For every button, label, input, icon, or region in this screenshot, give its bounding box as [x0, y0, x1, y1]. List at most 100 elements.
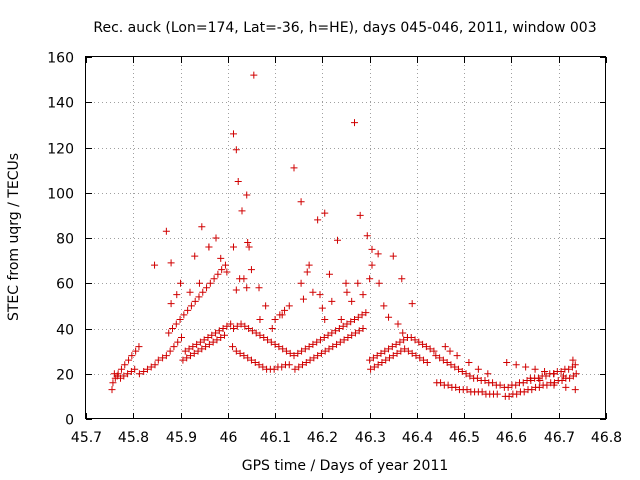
data-point [522, 363, 530, 371]
data-point [151, 361, 159, 369]
data-point [526, 374, 534, 382]
data-point [528, 386, 536, 394]
data-point [120, 372, 128, 380]
data-point [234, 177, 242, 185]
data-point [329, 343, 337, 351]
data-point [375, 279, 383, 287]
data-point [439, 356, 447, 364]
data-point [447, 361, 455, 369]
x-axis-title: GPS time / Days of year 2011 [242, 458, 449, 474]
data-point [132, 347, 140, 355]
data-point [285, 361, 293, 369]
data-point [343, 320, 351, 328]
data-point [503, 358, 511, 366]
data-point [131, 365, 139, 373]
data-point [401, 345, 409, 353]
data-point [255, 284, 263, 292]
data-point [229, 343, 237, 351]
data-point [190, 349, 198, 357]
data-point [403, 334, 411, 342]
data-point [140, 367, 148, 375]
data-point [252, 329, 260, 337]
data-point [373, 352, 381, 360]
data-point [227, 320, 235, 328]
data-point [271, 340, 279, 348]
data-point [194, 347, 202, 355]
data-point [443, 358, 451, 366]
data-point [380, 302, 388, 310]
data-point [463, 386, 471, 394]
data-point [513, 390, 521, 398]
data-point [203, 284, 211, 292]
data-point [183, 354, 191, 362]
data-point [214, 270, 222, 278]
data-point [336, 338, 344, 346]
data-point [232, 286, 240, 294]
data-point [314, 352, 322, 360]
data-point [281, 306, 289, 314]
data-point [332, 327, 340, 335]
data-point [415, 338, 423, 346]
data-point [446, 347, 454, 355]
data-point [199, 288, 207, 296]
data-point [174, 338, 182, 346]
data-point [416, 354, 424, 362]
data-point [135, 370, 143, 378]
data-point [232, 347, 240, 355]
data-point [209, 338, 217, 346]
data-point [159, 354, 167, 362]
data-point [255, 361, 263, 369]
data-point [290, 352, 298, 360]
data-point [377, 349, 385, 357]
data-point [208, 331, 216, 339]
data-point [181, 347, 189, 355]
data-point [282, 347, 290, 355]
data-point [316, 291, 324, 299]
data-point [204, 334, 212, 342]
data-point [328, 329, 336, 337]
data-point [335, 325, 343, 332]
data-point [366, 275, 374, 283]
data-point [389, 352, 397, 360]
data-point [215, 327, 223, 335]
data-point [305, 343, 313, 351]
data-point [278, 363, 286, 371]
data-point [217, 254, 225, 262]
data-point [309, 340, 317, 348]
x-tick-label: 46.1 [260, 430, 291, 446]
data-point [147, 363, 155, 371]
data-point [195, 279, 203, 287]
data-point [198, 345, 206, 353]
data-point [176, 315, 184, 323]
data-point [186, 288, 194, 296]
data-point [436, 354, 444, 362]
data-point [125, 356, 133, 364]
data-point [173, 291, 181, 299]
data-point [337, 315, 345, 323]
data-point [543, 381, 551, 389]
data-point [392, 340, 400, 348]
y-tick-label: 60 [56, 277, 74, 293]
data-point [243, 191, 251, 199]
data-point [566, 374, 574, 382]
data-point [389, 252, 397, 260]
data-point [325, 345, 333, 353]
data-point [374, 361, 382, 369]
data-point [196, 338, 204, 346]
data-point [247, 266, 255, 274]
data-point [370, 363, 378, 371]
data-point [276, 311, 284, 319]
data-point [191, 297, 199, 305]
data-point [473, 374, 481, 382]
data-point [291, 365, 299, 373]
data-point [512, 381, 520, 389]
data-point [270, 365, 278, 373]
data-point [223, 322, 231, 330]
data-point [124, 370, 132, 378]
data-point [166, 347, 174, 355]
y-axis-tick-labels: 0 20 40 60 80 100 120 140 160 [47, 51, 74, 429]
data-point [355, 327, 363, 335]
chart-title: Rec. auck (Lon=174, Lat=-36, h=HE), days… [93, 20, 596, 36]
data-point [340, 336, 348, 344]
data-point [108, 386, 116, 394]
